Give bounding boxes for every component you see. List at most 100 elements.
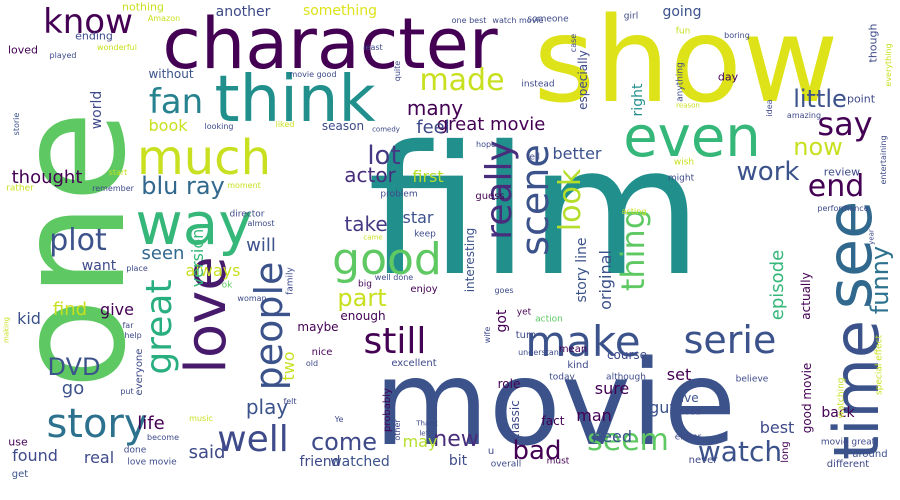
word: enough <box>340 309 386 323</box>
word: long <box>780 441 791 463</box>
word: acting <box>621 207 647 216</box>
word: season <box>321 119 365 133</box>
word: got <box>494 309 510 333</box>
word: go <box>61 378 85 399</box>
word: new <box>433 427 479 452</box>
word: reason <box>676 101 700 110</box>
word: end <box>807 169 865 204</box>
word: case <box>569 33 578 53</box>
word: comedy <box>372 125 400 134</box>
word: show <box>533 0 839 129</box>
word: maybe <box>297 320 339 334</box>
word: start <box>108 168 128 177</box>
word: without <box>148 67 194 81</box>
word: guess <box>475 191 505 202</box>
word: keep <box>414 229 436 240</box>
word: great <box>139 279 180 375</box>
word: book <box>148 116 188 135</box>
word: help <box>124 331 142 340</box>
word: movie <box>373 334 737 472</box>
word: must <box>546 456 570 467</box>
word: life <box>137 413 165 434</box>
word: take <box>344 212 388 236</box>
word: original <box>596 250 615 310</box>
word: better <box>552 144 602 163</box>
word: although <box>606 372 646 383</box>
word: storie <box>12 112 21 136</box>
word: wonderful <box>97 43 137 52</box>
word: nothing <box>122 0 164 14</box>
word: give <box>100 300 134 319</box>
word: performance <box>817 204 869 213</box>
word: always <box>185 261 241 280</box>
word: liked <box>275 120 295 129</box>
word: know <box>43 2 133 42</box>
word: DVD <box>47 353 101 381</box>
word: wish <box>673 157 695 168</box>
word: man <box>576 406 612 425</box>
word: watch movie <box>492 16 544 25</box>
word: well <box>217 419 289 460</box>
word: review <box>823 165 861 179</box>
word: much <box>137 130 271 186</box>
word: classic <box>508 400 522 440</box>
word: going <box>662 4 702 20</box>
word: plot <box>49 223 107 258</box>
word: first <box>412 167 444 186</box>
word: music <box>189 414 213 423</box>
word: moment <box>227 181 261 190</box>
word: remember <box>92 184 134 193</box>
word: came <box>363 233 383 242</box>
word: problem <box>380 189 418 200</box>
word: place <box>126 264 148 273</box>
word: right <box>630 83 646 117</box>
word: put <box>120 387 134 396</box>
word: Thank <box>416 419 438 428</box>
word: get <box>11 469 29 480</box>
word: way <box>135 190 253 258</box>
word: played <box>49 51 77 60</box>
word: lot <box>367 141 401 171</box>
word: find <box>52 299 88 320</box>
word: today <box>549 372 575 383</box>
word: version <box>188 228 207 288</box>
word: even <box>623 105 761 170</box>
word: friend <box>299 454 341 470</box>
word: back <box>821 405 855 421</box>
word: one best <box>451 16 487 25</box>
word: far <box>122 321 134 330</box>
word: different <box>826 459 870 470</box>
word: want <box>81 258 117 274</box>
word: left <box>419 429 431 438</box>
word: year <box>867 229 876 245</box>
word: will <box>246 235 276 256</box>
word: Amazon <box>147 14 181 23</box>
word: girl <box>623 11 639 22</box>
word: become <box>146 433 180 442</box>
word: turn <box>515 330 537 341</box>
word: work <box>736 157 800 187</box>
word: anything <box>675 62 686 102</box>
word: big <box>358 279 372 290</box>
word: another <box>215 4 271 20</box>
word: other <box>393 419 402 441</box>
word: yet <box>516 307 532 318</box>
word: star <box>402 208 434 227</box>
word: hope <box>476 140 496 149</box>
word: nice <box>311 347 333 358</box>
word: said <box>188 442 226 463</box>
word: almost <box>247 219 275 228</box>
word: still <box>363 321 427 362</box>
word: wife <box>483 326 492 344</box>
word: two <box>279 351 298 381</box>
word: role <box>497 377 521 391</box>
word: fact <box>541 414 565 428</box>
word: thing <box>614 208 652 292</box>
word: watched <box>330 454 390 470</box>
word: understand <box>518 348 564 357</box>
word: though <box>866 23 880 63</box>
word: character <box>162 3 498 85</box>
word: either <box>674 432 702 443</box>
word: family <box>285 267 296 295</box>
word: someone <box>527 14 569 25</box>
